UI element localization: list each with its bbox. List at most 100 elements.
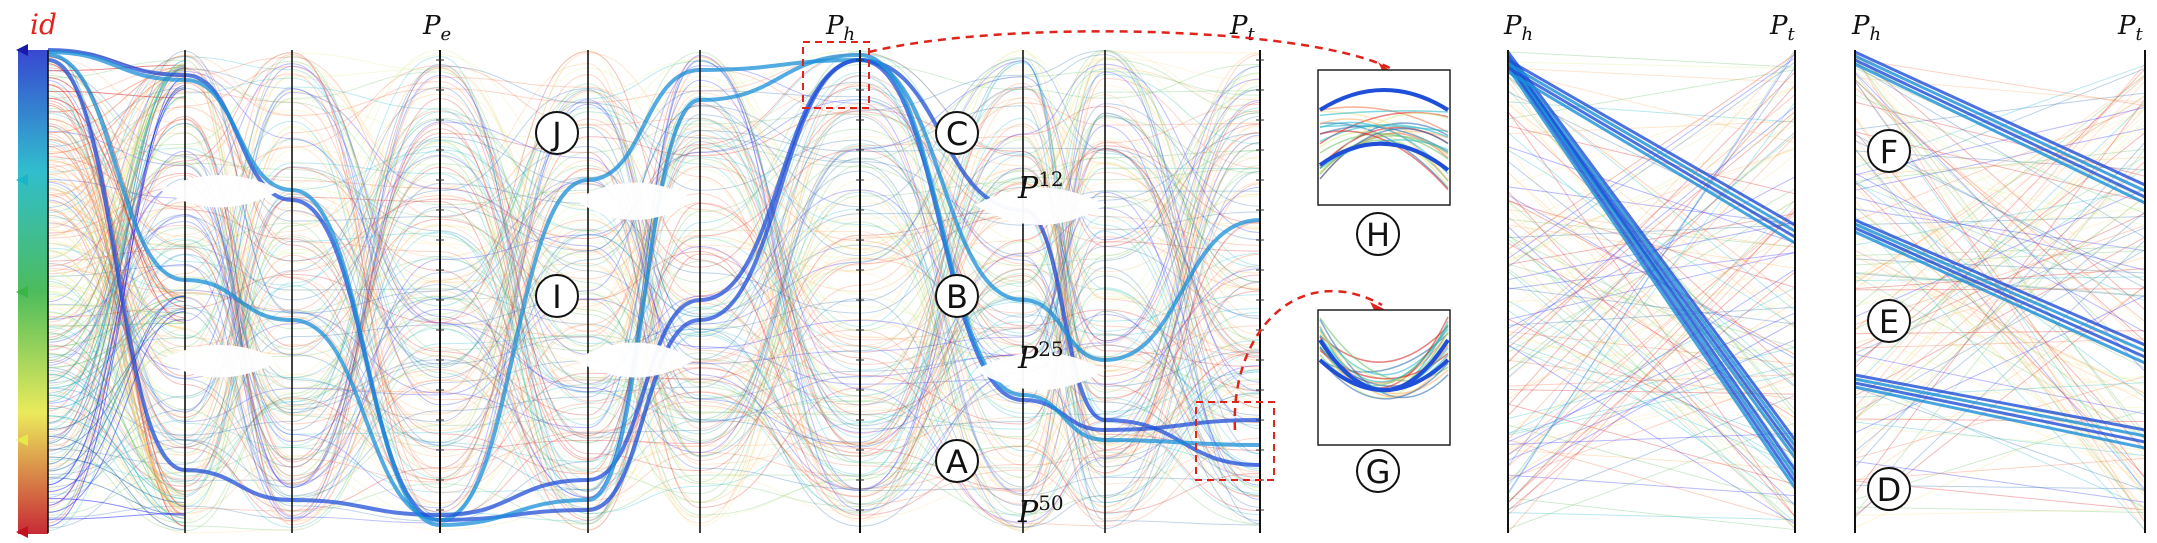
- callout-b[interactable]: B: [935, 274, 979, 318]
- highlight-line: [1506, 67, 1797, 489]
- polyline: [47, 72, 1261, 504]
- polyline: [1507, 209, 1796, 248]
- polyline: [1507, 110, 1796, 486]
- polyline: [1854, 208, 2146, 252]
- id-marker-1[interactable]: [16, 44, 28, 56]
- callout-arrow-g: [1233, 289, 1383, 431]
- axis-title-ph: Ph: [825, 11, 855, 45]
- polyline: [1507, 268, 1796, 489]
- polyline: [1507, 306, 1796, 326]
- callout-d[interactable]: D: [1867, 467, 1911, 511]
- polyline: [47, 106, 1261, 473]
- polyline: [1507, 206, 1796, 533]
- id-marker-5[interactable]: [16, 526, 28, 538]
- polyline: [47, 49, 1261, 442]
- polyline: [47, 82, 1261, 530]
- callout-a[interactable]: A: [935, 439, 979, 483]
- svg-text:B: B: [946, 278, 968, 316]
- polyline: [1854, 250, 2146, 394]
- selection-box-top[interactable]: [802, 41, 870, 109]
- polyline: [47, 71, 1261, 350]
- callout-f[interactable]: F: [1867, 129, 1911, 173]
- highlight-line: [1507, 66, 1796, 239]
- inset-line: [1319, 133, 1449, 160]
- polyline: [47, 90, 1261, 516]
- polyline: [47, 49, 1261, 506]
- inset-line: [1319, 124, 1449, 132]
- polyline: [1854, 104, 2146, 222]
- polyline: [47, 86, 1261, 489]
- panel2-title-pt: Pt: [1769, 11, 1796, 45]
- fan-line: [47, 296, 186, 348]
- fan-line: [47, 311, 186, 500]
- polyline: [47, 143, 1261, 528]
- polyline: [1507, 135, 1796, 440]
- polyline: [1854, 116, 2146, 522]
- polyline: [1507, 111, 1796, 518]
- selection-box-bottom[interactable]: [1195, 401, 1275, 481]
- polyline: [1854, 87, 2146, 323]
- inset-line: [1319, 118, 1449, 181]
- bundle-gaps: [160, 175, 1105, 390]
- polyline: [47, 77, 1261, 367]
- polyline: [47, 71, 1261, 454]
- svg-text:E: E: [1879, 303, 1899, 341]
- polyline: [47, 52, 1261, 518]
- polyline: [1507, 334, 1796, 412]
- callout-g[interactable]: G: [1356, 449, 1400, 493]
- polyline: [47, 81, 1261, 402]
- polyline: [1854, 156, 2146, 176]
- polyline: [47, 67, 1261, 522]
- fan-line: [47, 69, 186, 361]
- polyline: [1507, 224, 1796, 239]
- id-marker-4[interactable]: [16, 434, 28, 446]
- id-marker-3[interactable]: [16, 286, 28, 298]
- polyline: [1854, 275, 2146, 439]
- polyline: [1507, 318, 1796, 456]
- callout-e[interactable]: E: [1867, 299, 1911, 343]
- polyline: [1507, 86, 1796, 245]
- axis-title-pe: Pe: [422, 11, 451, 45]
- polyline: [47, 59, 1261, 511]
- highlight-line: [1506, 51, 1797, 441]
- polyline: [47, 74, 1261, 445]
- polyline: [1854, 272, 2146, 297]
- polyline: [47, 54, 1261, 508]
- id-marker-2[interactable]: [16, 174, 28, 186]
- polyline: [1507, 290, 1796, 303]
- panel3-title-ph: Ph: [1851, 11, 1881, 45]
- polyline: [47, 79, 1261, 523]
- polyline: [47, 66, 1261, 381]
- polyline: [47, 53, 1261, 491]
- polyline: [1507, 432, 1796, 445]
- fan-line: [47, 166, 186, 520]
- callout-h[interactable]: H: [1356, 212, 1400, 256]
- polyline: [1507, 372, 1796, 436]
- callout-arrow-h: [868, 30, 1391, 70]
- inset-line: [1319, 110, 1449, 117]
- inset-line: [1319, 319, 1449, 399]
- polyline: [1854, 211, 2146, 452]
- callout-j[interactable]: J: [535, 111, 579, 155]
- polyline: [1507, 253, 1796, 396]
- polyline: [1854, 239, 2146, 518]
- polyline: [1854, 157, 2146, 226]
- highlight-line: [1854, 218, 2146, 347]
- fan-line: [47, 373, 186, 519]
- callout-c[interactable]: C: [935, 111, 979, 155]
- polyline: [1507, 312, 1796, 443]
- fan-line: [47, 318, 186, 430]
- fan-line: [47, 89, 186, 196]
- polyline: [1507, 345, 1796, 466]
- polyline: [47, 62, 1261, 489]
- polyline: [1854, 506, 2146, 514]
- callout-i[interactable]: I: [535, 274, 579, 318]
- polyline: [47, 76, 1261, 513]
- polyline: [1854, 79, 2146, 342]
- polyline: [1507, 201, 1796, 529]
- inset-line: [1319, 325, 1449, 383]
- highlight-line: [1854, 373, 2146, 432]
- polyline: [1507, 146, 1796, 244]
- polyline: [1507, 287, 1796, 435]
- polyline: [1854, 288, 2146, 291]
